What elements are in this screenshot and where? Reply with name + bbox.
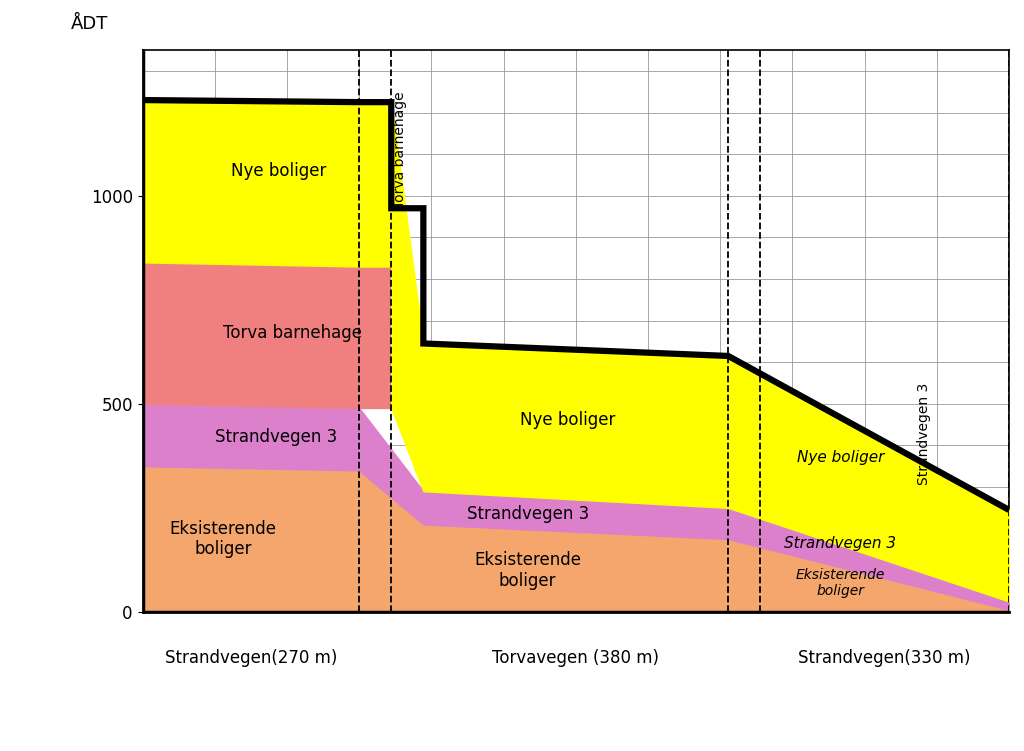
Text: Eksisterende
boliger: Eksisterende boliger <box>796 568 885 598</box>
Text: Nye boliger: Nye boliger <box>520 412 615 430</box>
Text: Eksisterende
boliger: Eksisterende boliger <box>169 520 276 559</box>
Text: Strandvegen 3: Strandvegen 3 <box>784 535 897 550</box>
Text: Strandvegen(270 m): Strandvegen(270 m) <box>165 650 337 668</box>
Text: Eksisterende
boliger: Eksisterende boliger <box>474 550 582 590</box>
Text: Torvavegen (380 m): Torvavegen (380 m) <box>493 650 659 668</box>
Text: Strandvegen 3: Strandvegen 3 <box>916 383 931 485</box>
Text: Strandvegen 3: Strandvegen 3 <box>215 428 337 446</box>
Text: Nye boliger: Nye boliger <box>230 161 327 179</box>
Text: Torva barnehage: Torva barnehage <box>393 92 407 208</box>
Text: ÅDT: ÅDT <box>71 16 108 34</box>
Text: Strandvegen(330 m): Strandvegen(330 m) <box>799 650 971 668</box>
Text: Strandvegen 3: Strandvegen 3 <box>467 505 589 523</box>
Text: Nye boliger: Nye boliger <box>797 451 884 466</box>
Text: Torva barnehage: Torva barnehage <box>223 324 361 342</box>
